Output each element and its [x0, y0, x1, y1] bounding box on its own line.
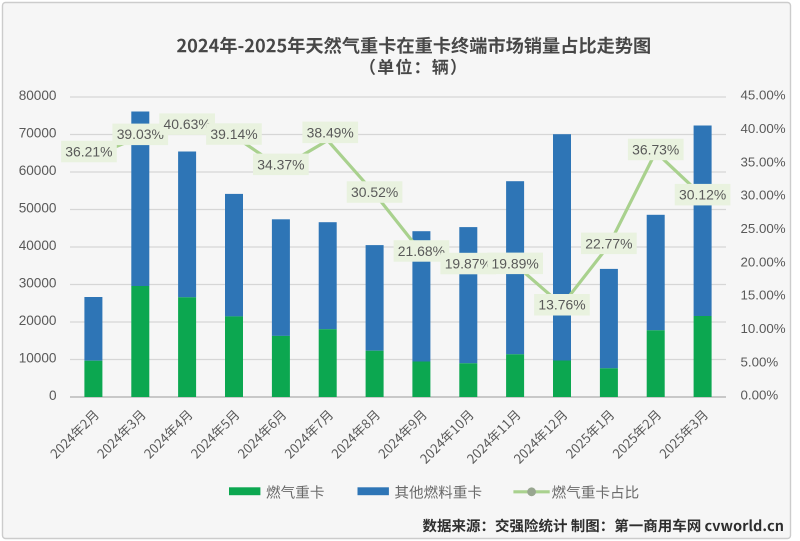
svg-text:45.00%: 45.00% — [741, 88, 786, 103]
svg-text:50000: 50000 — [19, 200, 57, 215]
svg-text:36.21%: 36.21% — [65, 144, 112, 160]
svg-text:15.00%: 15.00% — [741, 288, 786, 303]
svg-text:21.68%: 21.68% — [398, 243, 445, 259]
svg-text:38.49%: 38.49% — [307, 124, 354, 140]
svg-text:36.73%: 36.73% — [632, 141, 679, 157]
svg-text:5.00%: 5.00% — [741, 354, 779, 369]
svg-text:0: 0 — [49, 388, 57, 403]
svg-text:34.37%: 34.37% — [257, 156, 304, 172]
svg-text:19.89%: 19.89% — [492, 255, 539, 271]
svg-text:10000: 10000 — [19, 350, 57, 365]
svg-text:13.76%: 13.76% — [538, 297, 585, 313]
svg-text:40000: 40000 — [19, 238, 57, 253]
svg-text:39.03%: 39.03% — [117, 126, 164, 142]
svg-text:30.00%: 30.00% — [741, 188, 786, 203]
svg-text:19.87%: 19.87% — [445, 255, 492, 271]
svg-text:10.00%: 10.00% — [741, 321, 786, 336]
svg-text:40.63%: 40.63% — [164, 116, 211, 132]
svg-text:70000: 70000 — [19, 125, 57, 140]
svg-text:25.00%: 25.00% — [741, 221, 786, 236]
svg-text:0.00%: 0.00% — [741, 388, 779, 403]
svg-text:20.00%: 20.00% — [741, 254, 786, 269]
svg-text:30.52%: 30.52% — [351, 184, 398, 200]
svg-text:22.77%: 22.77% — [585, 235, 632, 251]
svg-text:30000: 30000 — [19, 275, 57, 290]
svg-text:35.00%: 35.00% — [741, 154, 786, 169]
svg-text:80000: 80000 — [19, 88, 57, 103]
svg-text:60000: 60000 — [19, 163, 57, 178]
svg-text:39.14%: 39.14% — [210, 126, 257, 142]
svg-text:20000: 20000 — [19, 313, 57, 328]
svg-text:30.12%: 30.12% — [679, 187, 726, 203]
svg-text:40.00%: 40.00% — [741, 121, 786, 136]
